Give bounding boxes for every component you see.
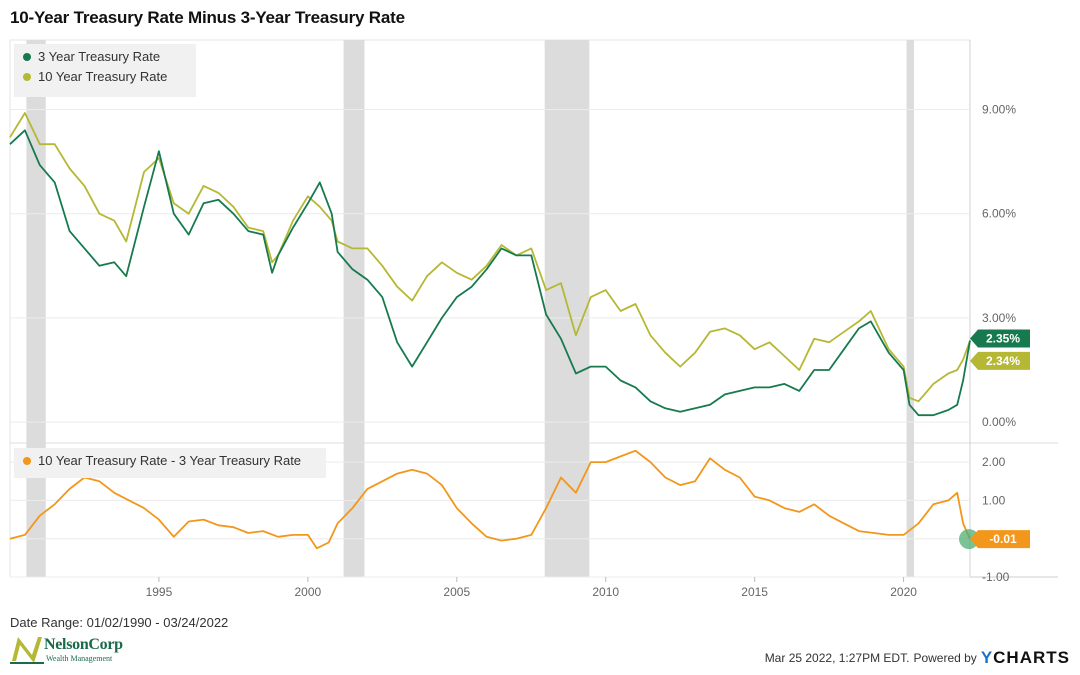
series-line-spread <box>9 449 971 550</box>
top-legend-box <box>14 44 196 97</box>
x-tick-label: 2010 <box>592 585 619 599</box>
recession-bands <box>26 40 915 577</box>
badge-shape-ten <box>970 351 1030 370</box>
gridlines <box>10 108 970 578</box>
logo-name: NelsonCorp <box>44 636 123 653</box>
y-tick-label-bottom: -1.00 <box>982 570 1010 584</box>
y-tick-label-top: 0.00% <box>982 415 1016 429</box>
y-tick-label-top: 6.00% <box>982 207 1016 221</box>
recession-band-2 <box>544 40 590 577</box>
recession-band-3 <box>906 40 915 577</box>
nelsoncorp-logo: NelsonCorp Wealth Management <box>10 633 130 667</box>
footer-powered-by: Powered by <box>913 651 977 665</box>
end-value-badges: 2.35% 2.34% -0.01 <box>959 329 1030 550</box>
spread-last-point-marker <box>959 529 979 550</box>
legend-10yr-marker[interactable] <box>23 73 31 81</box>
y-tick-label-top: 3.00% <box>982 311 1016 325</box>
ycharts-rest: CHARTS <box>993 648 1070 667</box>
chart-title: 10-Year Treasury Rate Minus 3-Year Treas… <box>10 8 405 27</box>
x-tick-label: 2000 <box>295 585 322 599</box>
x-tick-label: 1995 <box>146 585 173 599</box>
legend-spread-label[interactable]: 10 Year Treasury Rate - 3 Year Treasury … <box>38 453 301 468</box>
legend-10yr-label[interactable]: 10 Year Treasury Rate <box>38 69 167 84</box>
legend-spread-marker[interactable] <box>23 457 31 465</box>
y-tick-label-bottom: 2.00 <box>982 455 1006 469</box>
recession-band-1 <box>343 40 365 577</box>
end-badge-spread: -0.01 <box>970 530 1030 549</box>
date-range: Date Range: 01/02/1990 - 03/24/2022 <box>10 615 229 630</box>
bottom-legend-box <box>14 448 326 478</box>
ycharts-logo[interactable]: YCHARTS <box>981 648 1070 668</box>
badge-shape-spread <box>970 530 1030 549</box>
badge-label-three: 2.35% <box>986 332 1020 346</box>
x-tick-label: 2015 <box>741 585 768 599</box>
plot-frame <box>9 39 971 578</box>
logo-subtitle: Wealth Management <box>46 654 113 663</box>
ycharts-y: Y <box>980 648 994 667</box>
end-badge-three: 2.35% <box>970 329 1030 348</box>
x-tick-label: 2020 <box>890 585 917 599</box>
legend-3yr-marker[interactable] <box>23 53 31 61</box>
footer-attribution: Mar 25 2022, 1:27PM EDT. Powered by YCHA… <box>765 648 1070 668</box>
chart-svg: 9.00%6.00%3.00%0.00%2.001.000.00-1.00199… <box>9 39 1058 599</box>
footer-timestamp: Mar 25 2022, 1:27PM EDT. <box>764 651 910 665</box>
y-tick-label-bottom: 1.00 <box>982 493 1006 507</box>
end-badge-ten: 2.34% <box>970 351 1030 370</box>
series-line-three <box>9 129 971 417</box>
badge-label-ten: 2.34% <box>986 354 1020 368</box>
y-tick-label-top: 9.00% <box>982 102 1016 116</box>
recession-band-0 <box>26 40 46 577</box>
x-tick-label: 2005 <box>443 585 470 599</box>
logo-n-icon <box>10 637 44 664</box>
series-lines <box>9 112 971 550</box>
badge-label-spread: -0.01 <box>989 532 1017 546</box>
series-line-ten <box>9 112 971 403</box>
legend-3yr-label[interactable]: 3 Year Treasury Rate <box>38 49 160 64</box>
badge-shape-three <box>970 329 1030 348</box>
